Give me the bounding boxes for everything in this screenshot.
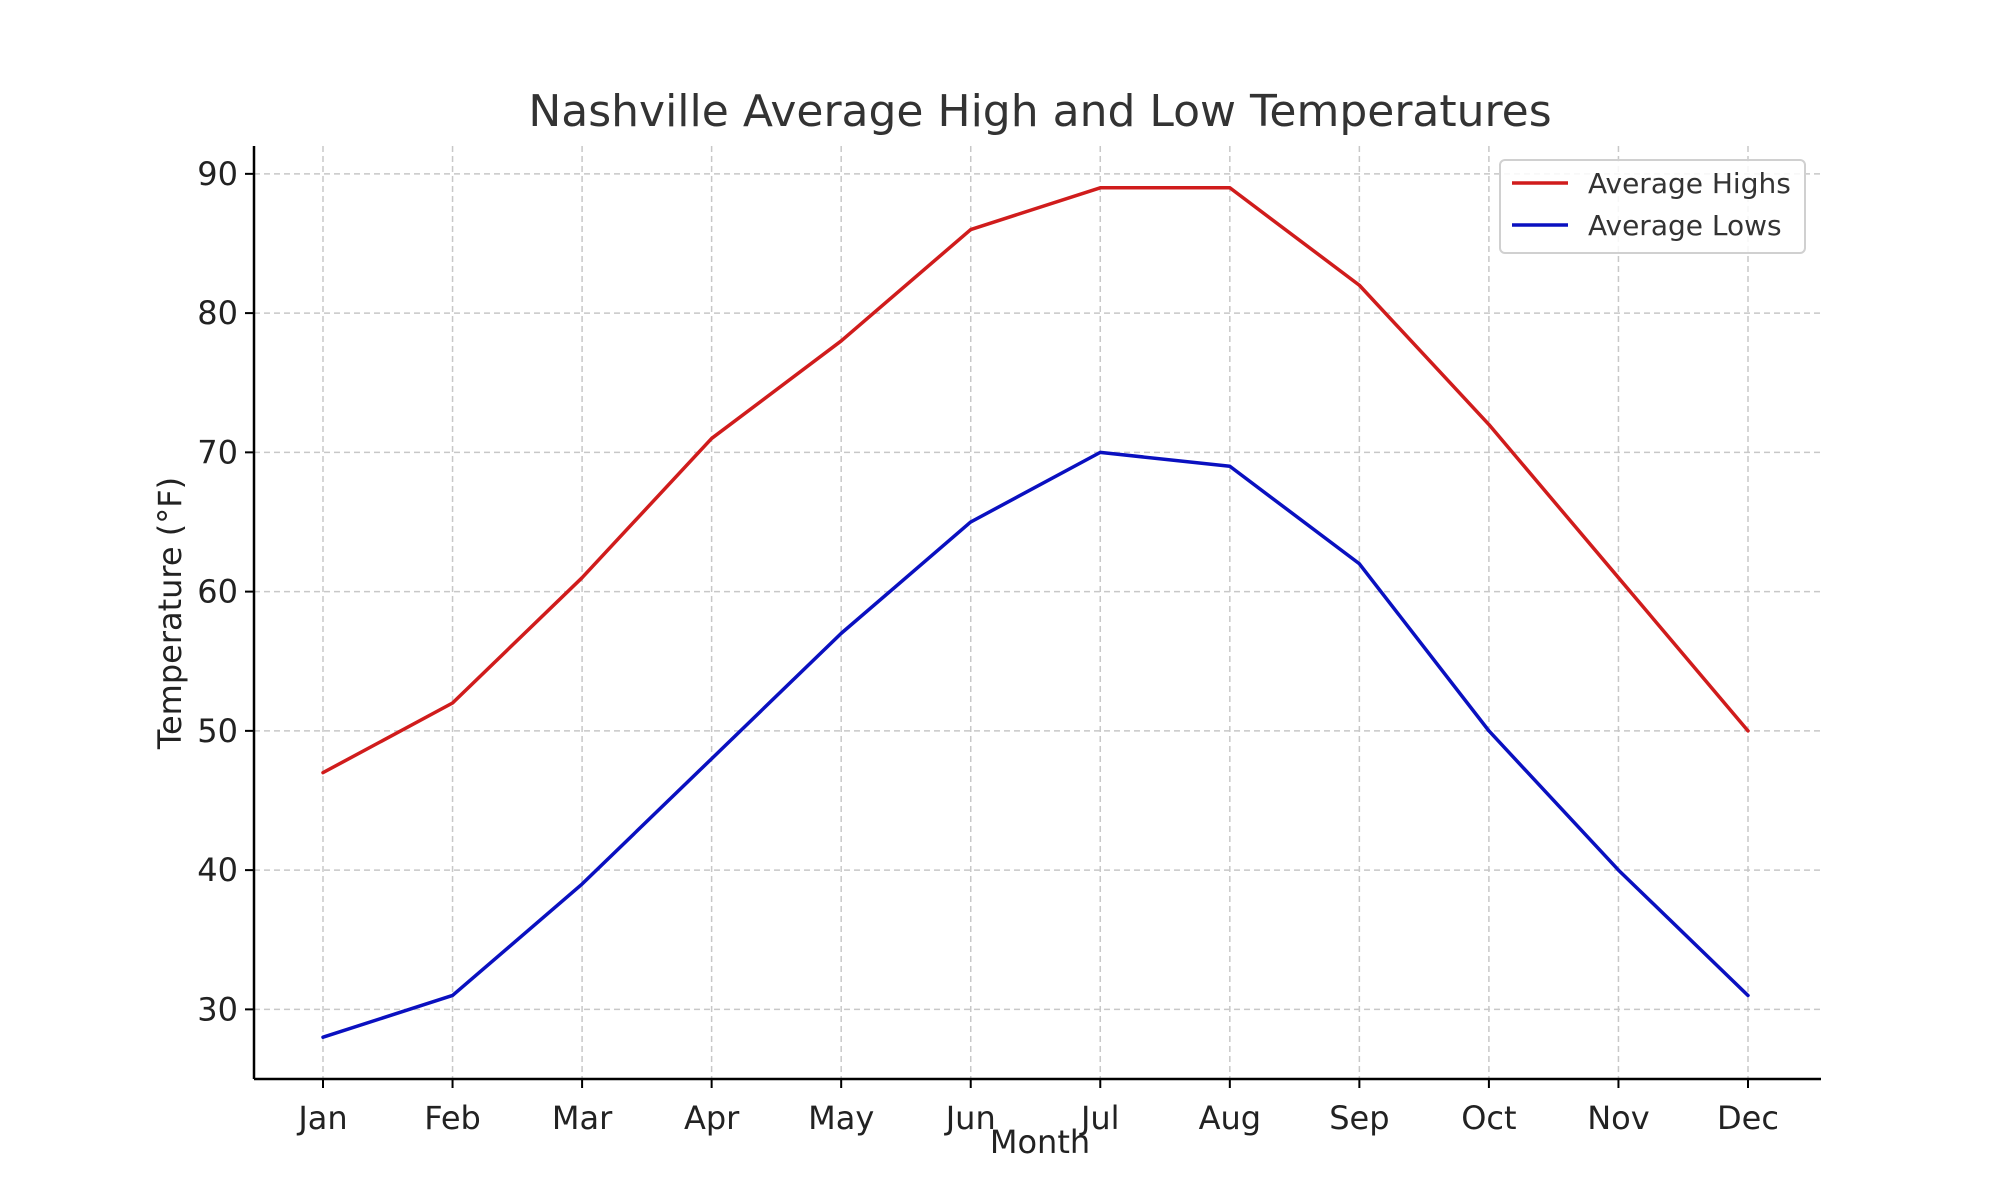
- series-layer: [321, 186, 1750, 1039]
- y-tick-label: 60: [197, 573, 238, 611]
- y-tick-label: 80: [197, 294, 238, 332]
- x-tick-label: Apr: [684, 1099, 740, 1137]
- grid-layer: [254, 146, 1821, 1079]
- x-tick-label: Jul: [1079, 1099, 1120, 1137]
- series-line-average-lows: [321, 450, 1750, 1039]
- x-axis-label: Month: [990, 1123, 1090, 1161]
- y-tick-label: 50: [197, 712, 238, 750]
- axes-layer: 30 40 50 60 70 80 90 Jan Feb Mar Apr May Jun Jul Aug Se…: [197, 146, 1821, 1137]
- y-tick-label: 40: [197, 851, 238, 889]
- x-tick-label: Dec: [1717, 1099, 1779, 1137]
- x-tick-label: Nov: [1587, 1099, 1649, 1137]
- x-tick-label: Sep: [1329, 1099, 1389, 1137]
- x-tick-label: Mar: [552, 1099, 613, 1137]
- x-tick-label: Jan: [296, 1099, 347, 1137]
- chart-title: Nashville Average High and Low Temperatu…: [528, 86, 1551, 137]
- legend-label: Average Highs: [1588, 167, 1791, 200]
- y-tick-label: 90: [197, 155, 238, 193]
- x-tick-label: Oct: [1461, 1099, 1516, 1137]
- x-tick-label: Jun: [944, 1099, 996, 1137]
- legend-label: Average Lows: [1588, 209, 1782, 242]
- series-line-average-highs: [321, 186, 1750, 775]
- legend: Average Highs Average Lows: [1499, 159, 1806, 254]
- y-tick-label: 30: [197, 990, 238, 1028]
- x-tick-label: May: [808, 1099, 874, 1137]
- y-tick-label: 70: [197, 433, 238, 471]
- x-tick-label: Aug: [1199, 1099, 1261, 1137]
- x-tick-label: Feb: [424, 1099, 481, 1137]
- legend-box: [1499, 159, 1806, 254]
- y-axis-label: Temperature (°F): [151, 477, 189, 750]
